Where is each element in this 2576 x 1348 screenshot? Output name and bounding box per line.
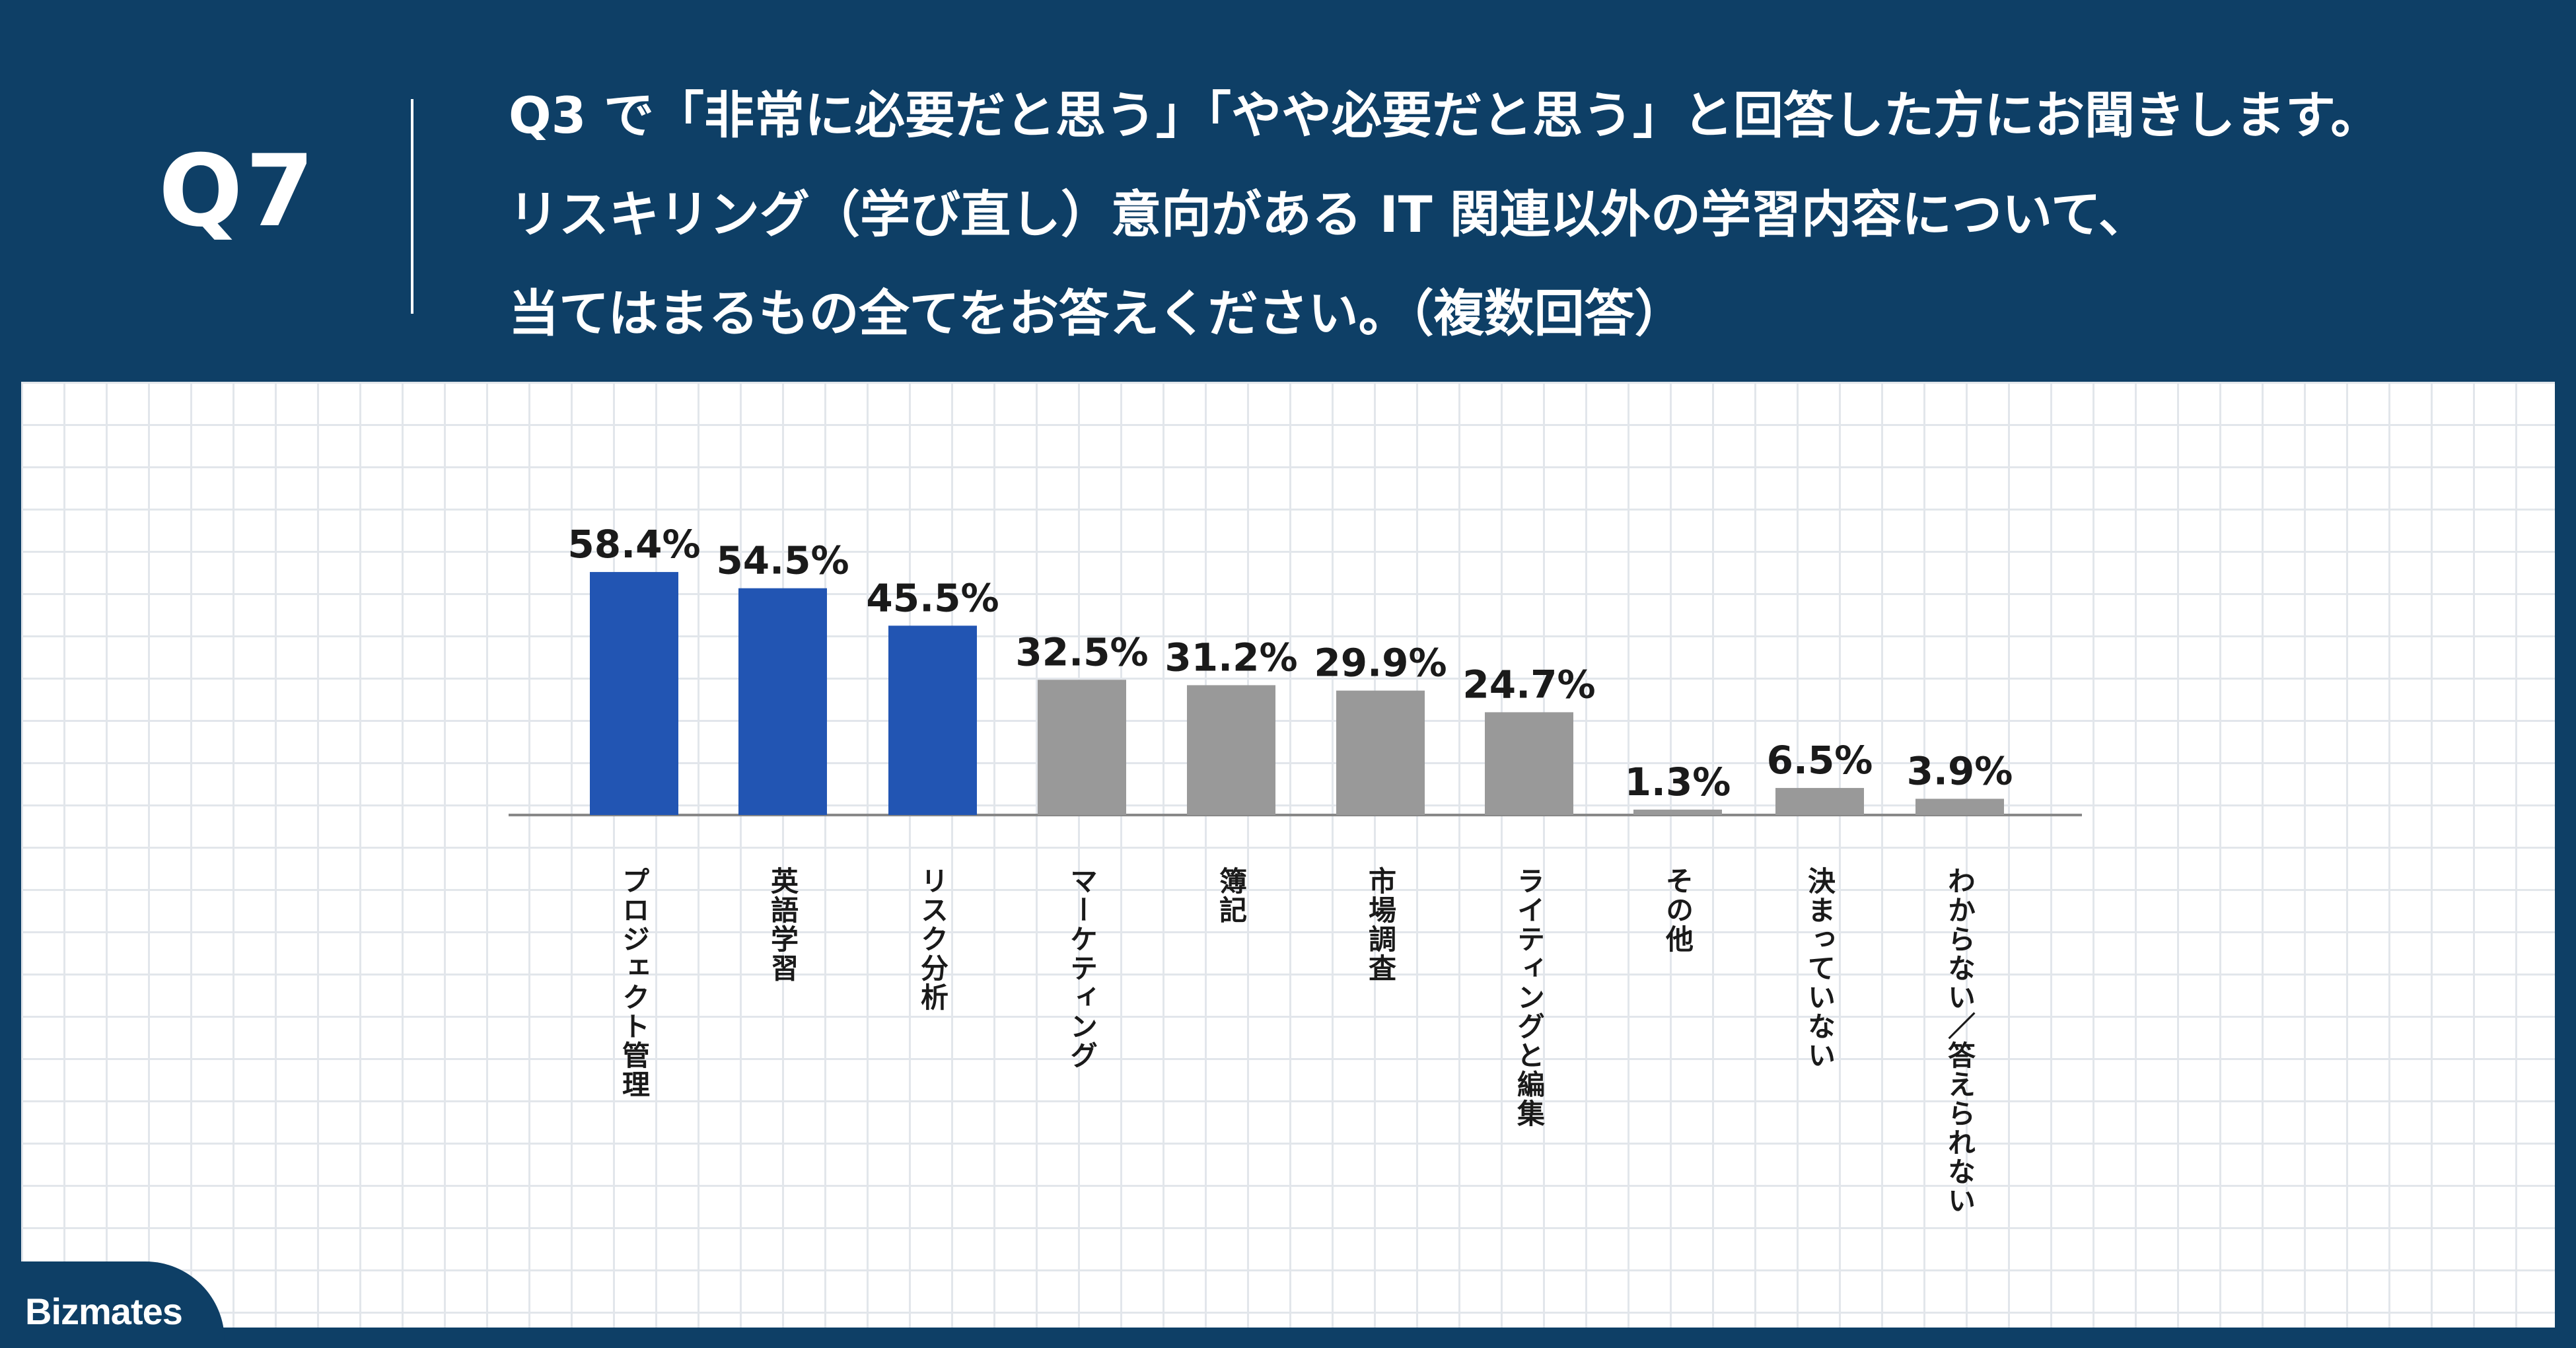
bar [1633, 809, 1722, 815]
category-label: 市場調査 [1365, 867, 1397, 983]
question-line-1: Q3 で「非常に必要だと思う」「やや必要だと思う」と回答した方にお聞きします。 [509, 86, 2381, 145]
data-label: 45.5% [866, 575, 999, 620]
data-label: 1.3% [1625, 760, 1731, 804]
data-label: 29.9% [1314, 641, 1447, 686]
data-label: 54.5% [716, 538, 849, 583]
category-label: 英語学習 [767, 867, 799, 983]
bar [738, 588, 827, 815]
data-label: 58.4% [567, 522, 700, 567]
category-label: リスク分析 [917, 867, 949, 1012]
category-label: わからない／答えられない [1944, 867, 1976, 1215]
category-label: ライティングと編集 [1513, 867, 1546, 1128]
data-label: 3.9% [1907, 748, 2013, 793]
category-label: 決まっていない [1804, 867, 1836, 1070]
category-label: プロジェクト管理 [618, 867, 651, 1099]
data-label: 24.7% [1462, 662, 1595, 707]
question-line-2: リスキリング（学び直し）意向がある IT 関連以外の学習内容について、 [509, 185, 2149, 244]
data-label: 6.5% [1767, 738, 1873, 783]
category-label: 簿記 [1215, 867, 1248, 925]
logo-tab [0, 1261, 225, 1348]
bar [1038, 680, 1126, 815]
bar [1915, 798, 2004, 815]
header-divider [411, 99, 413, 314]
bar [1187, 685, 1275, 815]
header: Q7 Q3 で「非常に必要だと思う」「やや必要だと思う」と回答した方にお聞きしま… [0, 0, 2576, 382]
bar [888, 625, 977, 815]
bar [1336, 690, 1425, 815]
category-label: マーケティング [1066, 867, 1098, 1070]
bar [590, 572, 678, 815]
category-label: その他 [1662, 867, 1694, 954]
question-line-3: 当てはまるもの全てをお答えください。（複数回答） [509, 284, 1685, 343]
bizmates-logo: Bizmates [25, 1291, 183, 1332]
data-label: 31.2% [1164, 635, 1297, 680]
data-label: 32.5% [1015, 629, 1148, 674]
bar [1775, 788, 1864, 815]
chart-panel [21, 382, 2555, 1328]
question-number: Q7 [159, 134, 317, 249]
question-text: Q3 で「非常に必要だと思う」「やや必要だと思う」と回答した方にお聞きします。 … [509, 66, 2530, 363]
bar [1485, 712, 1573, 815]
